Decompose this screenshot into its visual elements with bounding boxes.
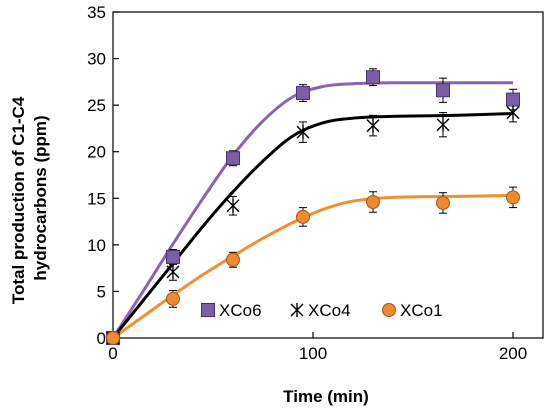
y-tick-label: 35	[87, 3, 106, 22]
data-point-xco6	[166, 249, 180, 264]
x-axis-title: Time (min)	[283, 387, 369, 406]
data-point-xco1	[166, 291, 180, 306]
y-axis-title: Total production of C1-C4 hydrocarbons (…	[9, 92, 50, 304]
data-point-xco4	[296, 125, 310, 140]
legend-label-xco1: XCo1	[400, 301, 443, 320]
fit-curve-xco4	[111, 112, 514, 339]
data-point-xco6	[296, 86, 310, 101]
data-point-xco6	[226, 151, 240, 166]
data-point-xco1	[296, 209, 310, 224]
data-point-xco4	[436, 117, 450, 132]
y-axis-title-line-1: Total production of C1-C4	[9, 96, 28, 304]
legend-label-xco6: XCo6	[219, 301, 262, 320]
data-point-xco6	[366, 70, 380, 85]
y-tick-label: 0	[97, 329, 106, 348]
data-point-xco4	[506, 105, 520, 120]
y-tick-label: 5	[97, 282, 106, 301]
y-tick-label: 20	[87, 143, 106, 162]
legend-marker-xco6	[201, 303, 215, 317]
axes: 0 5 10 15 20 25 30 35 0 100 200	[87, 3, 544, 363]
y-axis-title-line-2: hydrocarbons (ppm)	[31, 115, 50, 280]
x-tick-label: 100	[299, 344, 327, 363]
data-point-xco4	[166, 264, 180, 279]
plot-frame	[112, 11, 544, 339]
legend-marker-xco1	[382, 303, 396, 317]
data-point-xco1	[506, 190, 520, 205]
data-point-xco1	[226, 252, 240, 267]
y-tick-label: 10	[87, 236, 106, 255]
y-tick-label: 25	[87, 96, 106, 115]
x-tick-label: 200	[499, 344, 527, 363]
data-point-xco1	[106, 331, 120, 345]
data-point-xco4	[226, 198, 240, 213]
legend-label-xco4: XCo4	[308, 301, 351, 320]
data-point-xco6	[436, 83, 450, 98]
data-point-xco4	[366, 118, 380, 133]
y-tick-label: 15	[87, 189, 106, 208]
y-tick-label: 30	[87, 50, 106, 69]
legend-marker-xco4	[290, 303, 304, 317]
x-tick-label: 0	[108, 344, 117, 363]
legend: XCo6 XCo4 XCo1	[201, 301, 443, 320]
fit-curve-xco6	[111, 81, 513, 339]
data-markers	[106, 70, 520, 345]
data-point-xco1	[366, 195, 380, 210]
data-point-xco6	[506, 92, 520, 107]
data-point-xco1	[436, 195, 450, 210]
